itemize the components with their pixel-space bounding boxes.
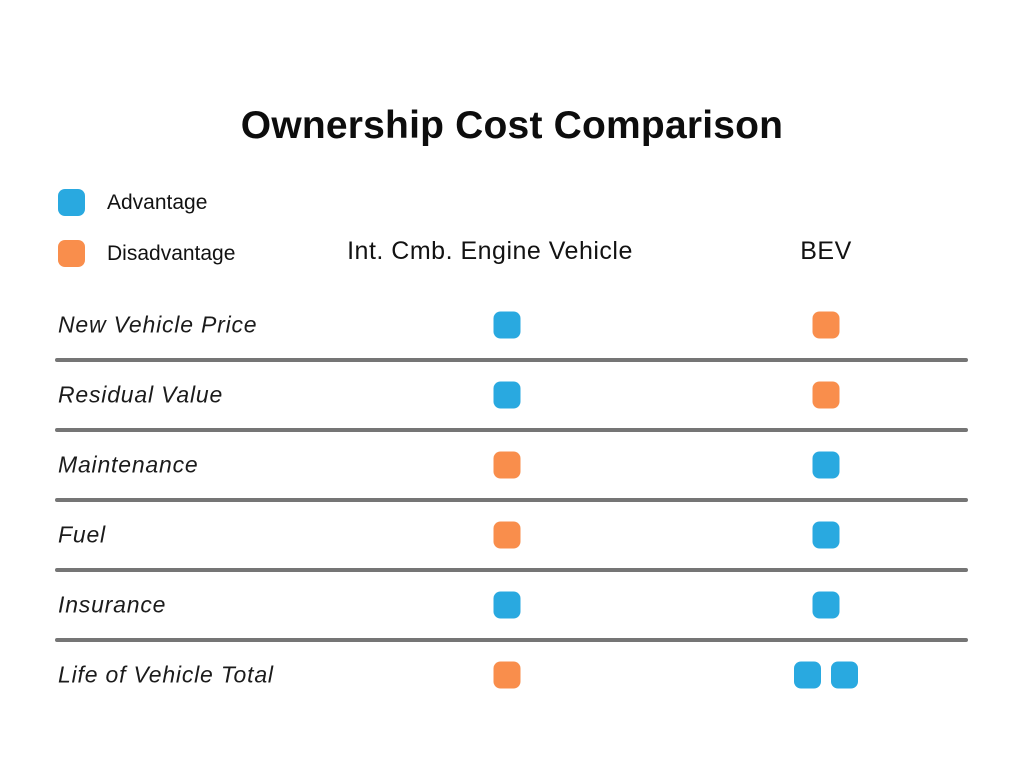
ice-markers <box>493 451 521 479</box>
row-divider <box>55 428 968 432</box>
ice-markers <box>493 661 521 689</box>
ice-markers <box>493 311 521 339</box>
bev-markers <box>812 381 840 409</box>
disadvantage-marker-icon <box>812 311 840 339</box>
table-row-insurance: Insurance <box>0 570 1024 642</box>
advantage-marker-icon <box>831 661 858 689</box>
advantage-marker-icon <box>812 591 840 619</box>
ice-markers <box>493 591 521 619</box>
legend-label-disadvantage: Disadvantage <box>107 241 236 265</box>
ice-markers <box>493 521 521 549</box>
row-label: Residual Value <box>58 381 224 408</box>
advantage-marker-icon <box>493 381 521 409</box>
advantage-marker-icon <box>794 661 821 689</box>
legend-item-disadvantage: Disadvantage <box>58 240 235 267</box>
ice-markers <box>493 381 521 409</box>
advantage-marker-icon <box>493 311 521 339</box>
table-row-fuel: Fuel <box>0 500 1024 572</box>
row-label: Maintenance <box>58 451 199 478</box>
row-label: New Vehicle Price <box>58 311 258 338</box>
disadvantage-marker-icon <box>493 451 521 479</box>
table-row-residual-value: Residual Value <box>0 360 1024 432</box>
row-label: Fuel <box>58 521 106 548</box>
advantage-marker-icon <box>493 591 521 619</box>
advantage-swatch-icon <box>58 189 85 216</box>
advantage-marker-icon <box>812 451 840 479</box>
column-header-ice-vehicle: Int. Cmb. Engine Vehicle <box>347 237 633 265</box>
disadvantage-marker-icon <box>493 661 521 689</box>
row-divider <box>55 358 968 362</box>
row-label: Insurance <box>58 591 167 618</box>
row-divider <box>55 568 968 572</box>
column-header-bev: BEV <box>800 237 852 265</box>
bev-markers <box>812 521 840 549</box>
bev-markers <box>812 591 840 619</box>
disadvantage-marker-icon <box>493 521 521 549</box>
table-row-maintenance: Maintenance <box>0 430 1024 502</box>
disadvantage-swatch-icon <box>58 240 85 267</box>
advantage-marker-icon <box>812 521 840 549</box>
legend-label-advantage: Advantage <box>107 190 208 214</box>
legend: Advantage Disadvantage <box>58 189 235 267</box>
bev-markers <box>794 661 858 689</box>
table-row-new-vehicle-price: New Vehicle Price <box>0 290 1024 362</box>
disadvantage-marker-icon <box>812 381 840 409</box>
row-label: Life of Vehicle Total <box>58 661 274 688</box>
page-title: Ownership Cost Comparison <box>240 104 784 147</box>
bev-markers <box>812 311 840 339</box>
comparison-table: New Vehicle Price Residual Value Mainten… <box>0 290 1024 710</box>
bev-markers <box>812 451 840 479</box>
row-divider <box>55 498 968 502</box>
table-row-life-of-vehicle-total: Life of Vehicle Total <box>0 640 1024 710</box>
legend-item-advantage: Advantage <box>58 189 235 216</box>
row-divider <box>55 638 968 642</box>
